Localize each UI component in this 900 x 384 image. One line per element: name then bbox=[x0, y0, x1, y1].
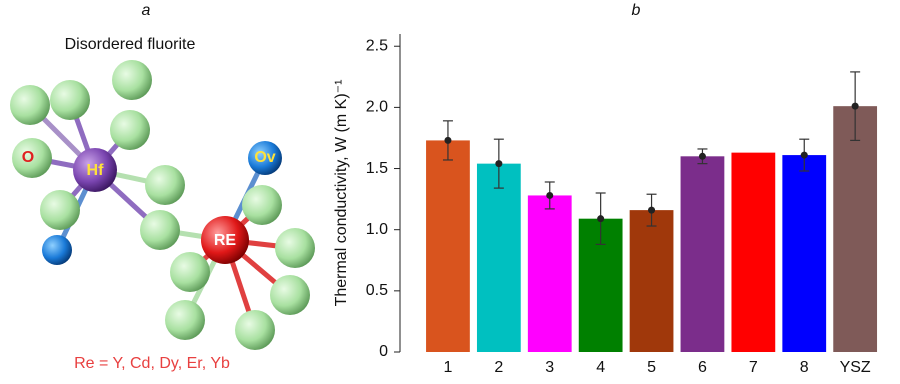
bar bbox=[426, 140, 470, 352]
caption: Re = Y, Cd, Dy, Er, Yb bbox=[74, 355, 230, 372]
atom-label: RE bbox=[214, 232, 237, 249]
atom bbox=[40, 190, 80, 230]
mean-dot bbox=[800, 151, 808, 159]
x-tick-label: 4 bbox=[596, 359, 605, 376]
mean-dot bbox=[495, 160, 503, 168]
y-tick-label: 0.5 bbox=[366, 282, 388, 299]
bar bbox=[527, 195, 572, 352]
panel-title: Disordered fluorite bbox=[65, 36, 196, 53]
y-tick-label: 2.5 bbox=[366, 37, 388, 54]
atom bbox=[140, 210, 180, 250]
atom bbox=[10, 85, 50, 125]
atom bbox=[201, 216, 249, 264]
y-axis-label: Thermal conductivity, W (m K)⁻¹ bbox=[333, 80, 350, 307]
bar bbox=[629, 210, 674, 352]
x-tick-label: 6 bbox=[698, 359, 707, 376]
x-tick-label: 5 bbox=[647, 359, 656, 376]
mean-dot bbox=[546, 191, 554, 199]
x-tick-label: 2 bbox=[494, 359, 503, 376]
atom bbox=[248, 141, 282, 175]
x-tick-label: 1 bbox=[443, 359, 452, 376]
mean-dot bbox=[597, 215, 605, 223]
x-tick-label: 3 bbox=[545, 359, 554, 376]
atom bbox=[42, 235, 72, 265]
atom-label: O bbox=[22, 149, 34, 166]
bar bbox=[833, 106, 878, 353]
panel-label: a bbox=[142, 2, 151, 19]
y-tick-label: 0 bbox=[379, 343, 388, 360]
y-tick-label: 2.0 bbox=[366, 99, 388, 116]
atom bbox=[270, 275, 310, 315]
atom bbox=[242, 185, 282, 225]
panel-b: b Thermal conductivity, W (m K)⁻¹ 0 0.5 1.… bbox=[333, 2, 878, 376]
bar bbox=[782, 155, 827, 352]
atom bbox=[73, 148, 117, 192]
atom bbox=[275, 228, 315, 268]
bar bbox=[476, 163, 521, 352]
atom bbox=[50, 80, 90, 120]
atom bbox=[12, 138, 52, 178]
atom bbox=[110, 110, 150, 150]
panel-a: a Disordered fluorite bbox=[10, 2, 315, 372]
atoms bbox=[10, 60, 315, 350]
bar bbox=[731, 152, 776, 352]
atom-label: Hf bbox=[87, 162, 105, 179]
y-tick-label: 1.0 bbox=[366, 221, 388, 238]
atom bbox=[170, 252, 210, 292]
atom bbox=[112, 60, 152, 100]
x-tick-label: 8 bbox=[800, 359, 809, 376]
atom-label: Ov bbox=[254, 149, 275, 166]
atom bbox=[235, 310, 275, 350]
atom bbox=[145, 165, 185, 205]
mean-dot bbox=[444, 136, 452, 144]
atom bbox=[165, 300, 205, 340]
mean-dot bbox=[648, 206, 656, 214]
x-tick-label: YSZ bbox=[840, 359, 871, 376]
bar bbox=[680, 156, 725, 352]
chart-title: b bbox=[632, 2, 641, 19]
mean-dot bbox=[851, 102, 859, 110]
mean-dot bbox=[698, 152, 706, 160]
y-tick-label: 1.5 bbox=[366, 160, 388, 177]
x-tick-label: 7 bbox=[749, 359, 758, 376]
